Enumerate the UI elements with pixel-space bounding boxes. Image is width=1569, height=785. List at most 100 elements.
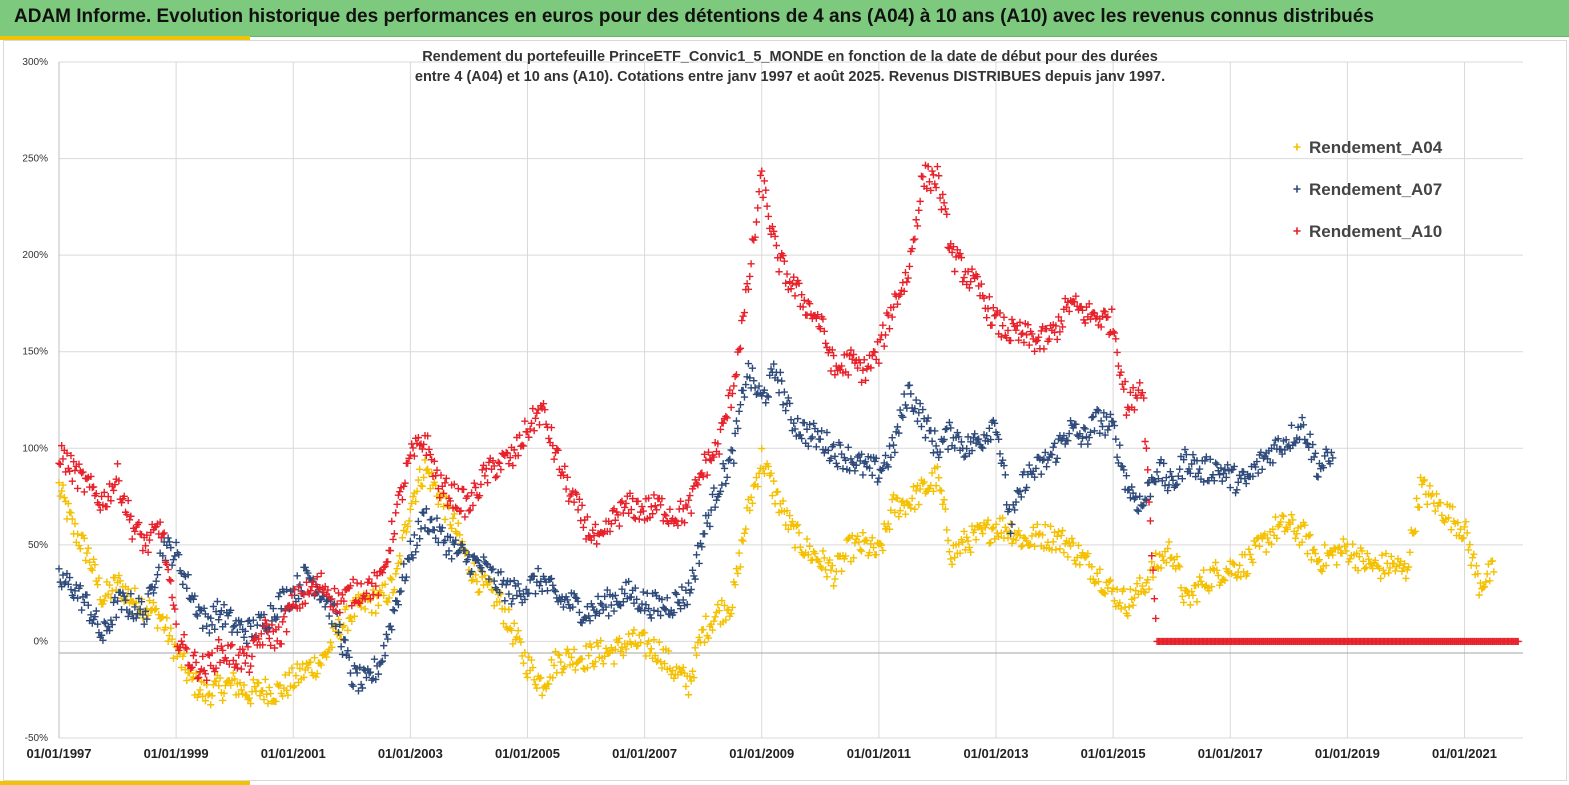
point-Rendement_A07 [132, 614, 140, 622]
point-Rendement_A10 [541, 406, 549, 414]
point-Rendement_A10 [638, 502, 646, 511]
point-Rendement_A04 [1361, 565, 1369, 573]
point-Rendement_A10 [125, 516, 134, 524]
point-Rendement_A07 [179, 580, 187, 588]
point-Rendement_A10 [964, 267, 972, 276]
point-Rendement_A04 [997, 529, 1005, 537]
point-Rendement_A10 [578, 501, 586, 509]
point-Rendement_A07 [891, 448, 899, 457]
point-Rendement_A04 [386, 574, 395, 582]
point-Rendement_A04 [1023, 537, 1031, 545]
point-Rendement_A10 [547, 424, 556, 432]
point-Rendement_A04 [786, 511, 794, 520]
point-Rendement_A07 [631, 584, 639, 592]
point-Rendement_A07 [1049, 443, 1057, 451]
point-Rendement_A07 [502, 581, 510, 589]
point-Rendement_A07 [931, 427, 939, 435]
point-Rendement_A10 [410, 452, 418, 460]
point-Rendement_A04 [1182, 586, 1190, 595]
point-Rendement_A07 [782, 406, 790, 415]
y-tick-label: 150% [22, 347, 48, 358]
point-Rendement_A04 [803, 535, 811, 543]
point-Rendement_A04 [1221, 576, 1229, 585]
point-Rendement_A04 [445, 503, 453, 511]
point-Rendement_A07 [912, 396, 920, 404]
point-Rendement_A04 [828, 561, 836, 570]
point-Rendement_A07 [1112, 435, 1120, 443]
point-Rendement_A04 [361, 605, 369, 613]
x-tick-label: 01/01/2007 [612, 746, 677, 761]
point-Rendement_A07 [183, 584, 191, 592]
point-Rendement_A04 [633, 642, 641, 650]
point-Rendement_A07 [131, 603, 139, 611]
point-Rendement_A07 [442, 551, 450, 559]
point-Rendement_A07 [1257, 448, 1265, 456]
point-Rendement_A10 [715, 450, 723, 458]
point-Rendement_A04 [920, 478, 928, 486]
point-Rendement_A10 [880, 342, 888, 350]
point-Rendement_A10 [201, 670, 210, 678]
point-Rendement_A10 [782, 279, 790, 287]
point-Rendement_A04 [645, 637, 653, 645]
point-Rendement_A07 [831, 452, 839, 460]
point-Rendement_A07 [513, 591, 521, 599]
point-Rendement_A04 [960, 527, 968, 536]
point-Rendement_A10 [366, 595, 375, 603]
point-Rendement_A10 [798, 291, 806, 299]
point-Rendement_A10 [280, 613, 288, 621]
point-Rendement_A07 [911, 405, 919, 413]
point-Rendement_A10 [279, 618, 287, 626]
point-Rendement_A10 [714, 440, 722, 448]
point-Rendement_A07 [468, 568, 476, 576]
point-Rendement_A10 [590, 532, 598, 540]
point-Rendement_A10 [1015, 336, 1023, 344]
point-Rendement_A10 [396, 488, 404, 496]
point-Rendement_A04 [814, 556, 822, 564]
point-Rendement_A10 [626, 489, 634, 497]
point-Rendement_A07 [422, 505, 430, 513]
point-Rendement_A10 [1514, 637, 1522, 646]
point-Rendement_A10 [844, 371, 852, 379]
point-Rendement_A07 [682, 586, 690, 594]
point-Rendement_A10 [233, 664, 241, 672]
point-Rendement_A10 [1109, 328, 1117, 336]
point-Rendement_A04 [1136, 574, 1144, 582]
point-Rendement_A04 [594, 642, 602, 650]
point-Rendement_A10 [372, 582, 380, 590]
point-Rendement_A04 [424, 465, 432, 473]
point-Rendement_A10 [885, 325, 894, 333]
point-Rendement_A04 [857, 547, 866, 555]
point-Rendement_A04 [601, 652, 609, 660]
point-Rendement_A07 [1001, 471, 1009, 479]
point-Rendement_A07 [432, 534, 440, 542]
point-Rendement_A07 [454, 548, 462, 556]
point-Rendement_A07 [767, 365, 775, 373]
point-Rendement_A10 [740, 308, 749, 317]
point-Rendement_A04 [983, 521, 991, 529]
point-Rendement_A10 [529, 404, 537, 413]
point-Rendement_A07 [973, 436, 981, 444]
point-Rendement_A10 [1146, 517, 1154, 525]
point-Rendement_A07 [1239, 468, 1248, 476]
point-Rendement_A07 [1032, 464, 1040, 473]
point-Rendement_A10 [728, 390, 737, 398]
point-Rendement_A07 [76, 582, 84, 590]
point-Rendement_A04 [180, 649, 188, 658]
point-Rendement_A07 [141, 607, 150, 615]
point-Rendement_A04 [1468, 554, 1477, 562]
point-Rendement_A10 [919, 173, 927, 181]
point-Rendement_A04 [310, 654, 319, 662]
point-Rendement_A07 [108, 620, 116, 629]
point-Rendement_A04 [943, 526, 951, 534]
point-Rendement_A07 [924, 414, 932, 422]
point-Rendement_A07 [534, 564, 542, 573]
point-Rendement_A07 [184, 571, 192, 579]
point-Rendement_A10 [490, 462, 498, 470]
point-Rendement_A07 [105, 626, 114, 635]
point-Rendement_A04 [1117, 605, 1125, 613]
point-Rendement_A10 [790, 273, 798, 281]
point-Rendement_A10 [187, 664, 195, 673]
point-Rendement_A04 [1189, 591, 1197, 599]
point-Rendement_A10 [617, 499, 625, 507]
point-Rendement_A04 [288, 664, 296, 672]
